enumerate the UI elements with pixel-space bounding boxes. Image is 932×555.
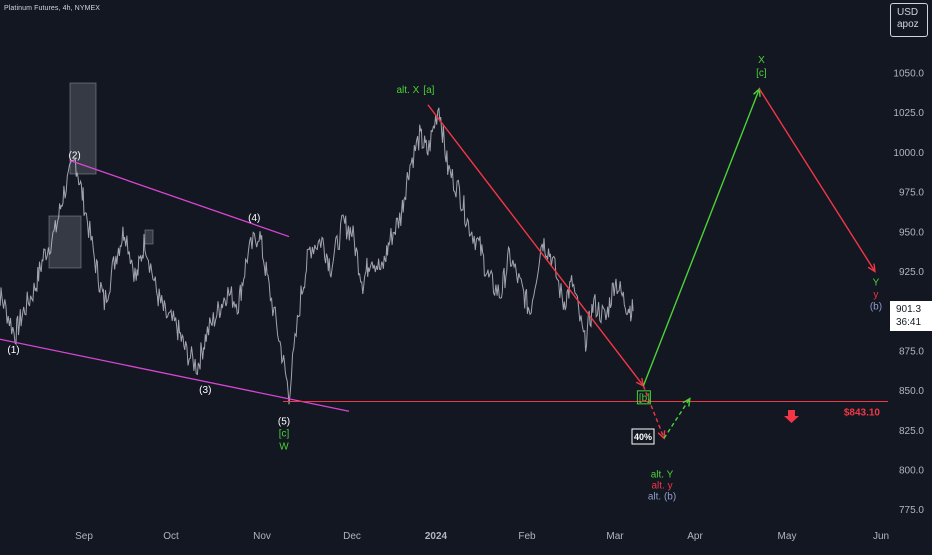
projection-a-to-b — [427, 104, 644, 387]
wave-label-a: [a] — [423, 85, 434, 96]
gap-box-1 — [69, 82, 97, 175]
projection-a-to-b-arrowhead — [635, 377, 645, 388]
y-tick-label: 925.0 — [899, 267, 924, 278]
wave-label-3: (3) — [199, 385, 211, 396]
y-tick-label: 1000.0 — [893, 148, 924, 159]
wave-label-4: (4) — [248, 213, 260, 224]
wedge-lower-line — [0, 338, 350, 412]
x-tick-label: 2024 — [425, 531, 448, 542]
x-tick-label: Sep — [75, 531, 93, 542]
x-tick-label: May — [778, 531, 797, 542]
wedge-upper-line — [69, 159, 290, 238]
alt-projection-down — [642, 385, 665, 439]
wave-label-w: W — [279, 442, 289, 453]
wave-label-y-lower: y — [873, 290, 878, 301]
x-tick-label: Feb — [518, 531, 536, 542]
x-tick-label: Apr — [687, 531, 703, 542]
gap-box-3 — [144, 229, 154, 245]
last-price-tag: 901.3 36:41 — [890, 301, 932, 331]
wave-label-b: [b] — [639, 393, 650, 404]
x-tick-label: Jun — [873, 531, 889, 542]
y-tick-label: 875.0 — [899, 346, 924, 357]
y-tick-label: 1050.0 — [893, 69, 924, 80]
alt-projection-up — [663, 398, 691, 439]
y-tick-label: 825.0 — [899, 426, 924, 437]
gap-box-2 — [48, 215, 82, 269]
x-tick-label: Mar — [606, 531, 624, 542]
wave-label-alt-y-lower: alt. y — [651, 480, 672, 491]
x-tick-label: Dec — [343, 531, 361, 542]
wave-label-alt-x: alt. X — [396, 85, 419, 96]
y-tick-label: 1025.0 — [893, 108, 924, 119]
y-tick-label: 800.0 — [899, 466, 924, 477]
wave-label-b-paren: (b) — [870, 302, 882, 313]
wave-label-1: (1) — [7, 345, 19, 356]
symbol-label: Platinum Futures, 4h, NYMEX — [4, 5, 101, 12]
currency-button[interactable]: USD apoz — [890, 3, 928, 37]
wave-label-5: (5) — [278, 417, 290, 428]
x-tick-label: Oct — [163, 531, 179, 542]
price-series-line — [0, 107, 634, 405]
projection-c-to-d — [758, 88, 876, 272]
probability-label: 40% — [634, 432, 652, 442]
last-price-value: 901.3 — [896, 304, 922, 315]
currency-line-2: apoz — [897, 19, 919, 30]
y-tick-label: 850.0 — [899, 386, 924, 397]
projection-c-to-d-arrowhead — [867, 263, 876, 273]
y-tick-label: 975.0 — [899, 188, 924, 199]
projection-b-to-c — [642, 88, 761, 387]
support-level-label: $843.10 — [844, 408, 881, 419]
alt-projection-up-arrowhead — [682, 397, 691, 407]
wave-label-alt-y: alt. Y — [651, 469, 674, 480]
wave-label-alt-b: alt. (b) — [648, 491, 676, 502]
bearish-arrow-icon — [784, 410, 799, 423]
x-tick-label: Nov — [253, 531, 271, 542]
y-tick-label: 775.0 — [899, 505, 924, 516]
bar-countdown: 36:41 — [896, 317, 922, 328]
probability-badge — [631, 428, 655, 445]
wave-label-w-c: [c] — [279, 429, 290, 440]
wave-label-x-c: [c] — [756, 68, 767, 79]
currency-line-1: USD — [897, 7, 919, 18]
wave-label-y: Y — [873, 278, 880, 289]
wave-label-2: (2) — [69, 151, 81, 162]
wave-label-x: X — [758, 55, 765, 66]
wave-label-b-box — [636, 390, 651, 405]
y-tick-label: 950.0 — [899, 227, 924, 238]
alt-projection-down-arrowhead — [657, 430, 666, 440]
